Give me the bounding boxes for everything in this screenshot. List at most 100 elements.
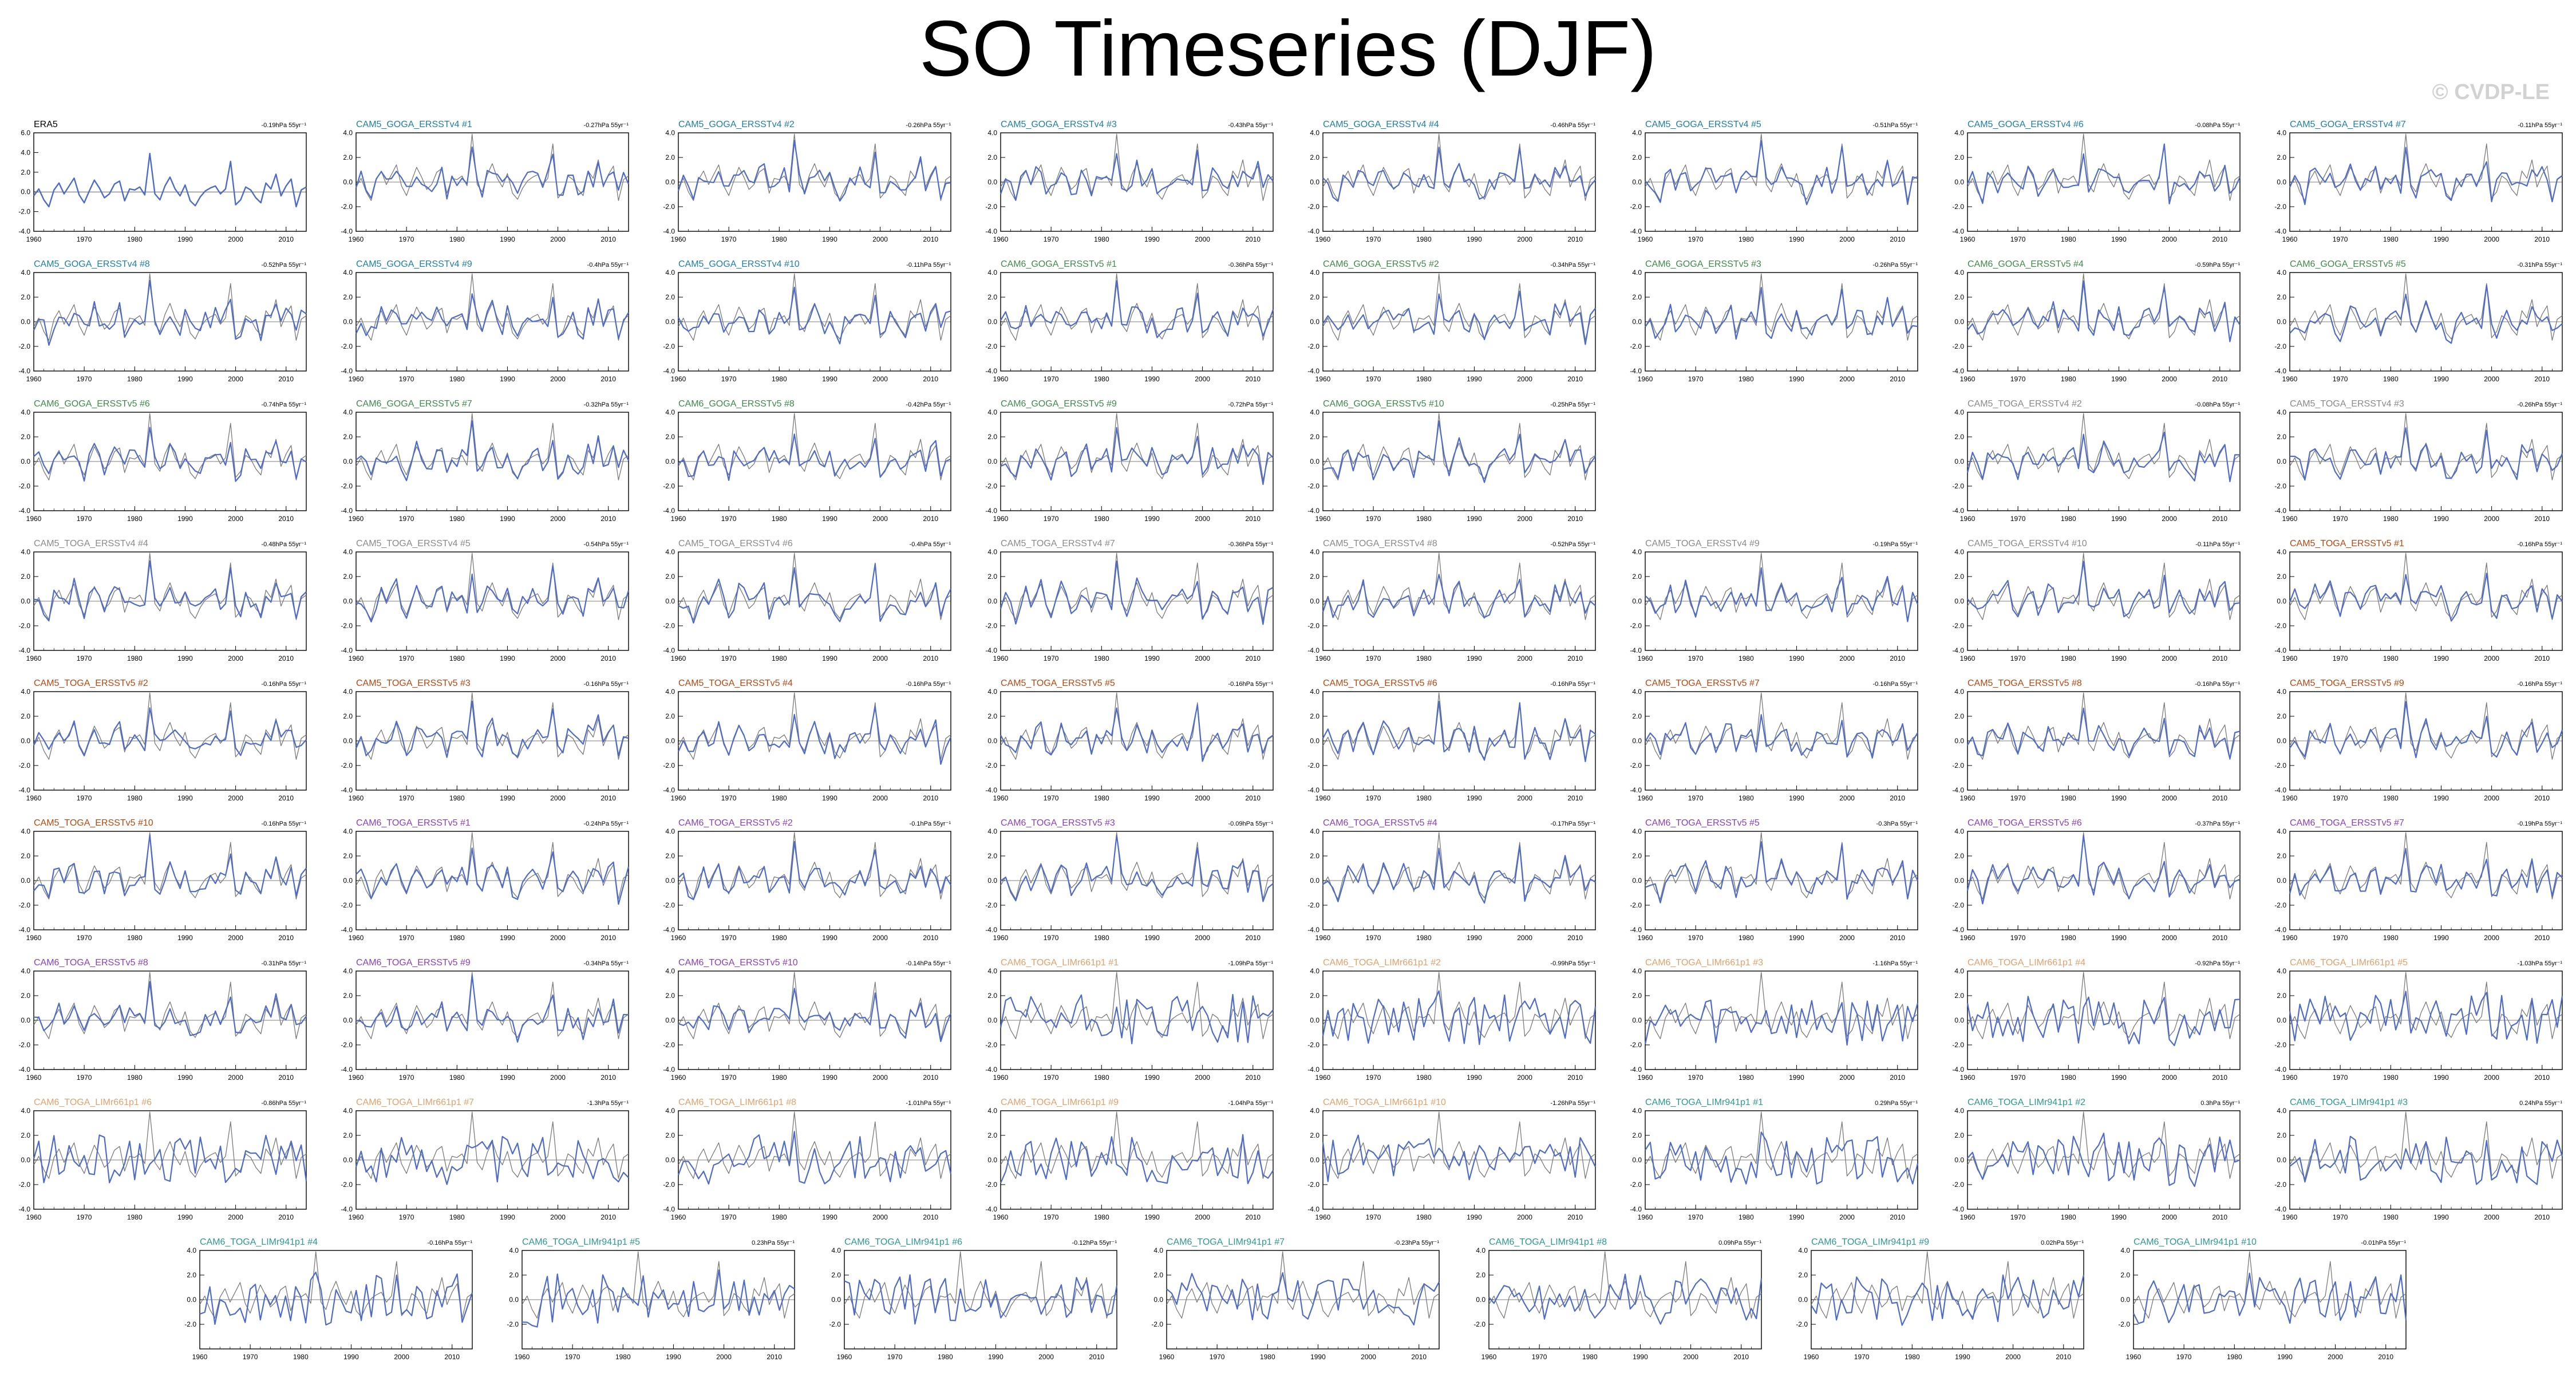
y-tick-label: -2.0: [18, 342, 30, 350]
y-tick-label: 2.0: [1632, 573, 1642, 581]
panel-title: CAM6_TOGA_ERSSTv5 #4: [1323, 818, 1437, 828]
x-tick-label: 1980: [2383, 235, 2399, 243]
x-tick-label: 1960: [1481, 1353, 1497, 1361]
panel-title: CAM6_TOGA_ERSSTv5 #9: [356, 958, 471, 968]
y-tick-label: 4.0: [1310, 269, 1319, 277]
x-tick-label: 2010: [600, 515, 616, 523]
x-tick-label: 2000: [550, 1074, 566, 1082]
y-tick-label: 4.0: [2277, 408, 2286, 416]
observed-series-line: [355, 553, 629, 620]
timeseries-panel: CAM6_TOGA_ERSSTv5 #5 -0.3hPa 55yr⁻¹ 4.0 2.0…: [1630, 815, 1950, 952]
y-tick-label: -2.0: [985, 1181, 997, 1189]
y-tick-label: 4.0: [665, 129, 675, 137]
panel-title: CAM5_TOGA_ERSSTv4 #3: [2290, 399, 2404, 409]
y-tick-label: 0.0: [509, 1296, 519, 1304]
panel-title: CAM6_GOGA_ERSSTv5 #4: [1967, 259, 2084, 269]
model-series-line: [999, 561, 1274, 625]
x-tick-label: 2000: [2484, 1074, 2499, 1082]
model-series-line: [199, 1271, 473, 1326]
y-tick-label: 2.0: [665, 852, 675, 860]
x-tick-label: 2000: [2484, 934, 2499, 942]
model-series-line: [1000, 427, 1274, 485]
x-tick-label: 1970: [1688, 934, 1704, 942]
x-tick-label: 2000: [2484, 515, 2499, 523]
y-tick-label: 2.0: [21, 433, 30, 441]
panel-svg: CAM5_TOGA_ERSSTv5 #3 -0.16hPa 55yr⁻¹ 4.0 2.…: [341, 678, 629, 802]
panel-title: CAM6_TOGA_ERSSTv5 #7: [2290, 818, 2404, 828]
panel-trend-label: -0.34hPa 55yr⁻¹: [1550, 262, 1595, 269]
y-tick-label: -2.0: [2274, 203, 2286, 211]
y-tick-label: 4.0: [343, 1107, 353, 1115]
y-tick-label: 0.0: [665, 877, 675, 885]
x-tick-label: 1970: [77, 235, 92, 243]
y-tick-label: 4.0: [1798, 1246, 1808, 1254]
timeseries-panel: CAM6_GOGA_ERSSTv5 #8 -0.42hPa 55yr⁻¹ 4.0 2.…: [663, 396, 983, 533]
timeseries-panel: CAM6_TOGA_LIMr941p1 #6 -0.12hPa 55yr⁻¹ 4.0…: [829, 1234, 1149, 1371]
y-tick-label: -2.0: [1630, 1041, 1642, 1049]
x-tick-label: 2010: [278, 235, 294, 243]
model-series-line: [999, 1134, 1274, 1185]
x-tick-label: 2000: [1517, 235, 1532, 243]
x-tick-label: 2000: [228, 235, 243, 243]
panel-svg: CAM5_GOGA_ERSSTv4 #1 -0.27hPa 55yr⁻¹ 4.0 2.…: [341, 120, 630, 243]
x-tick-label: 2010: [1567, 654, 1583, 662]
y-tick-label: 2.0: [665, 293, 675, 301]
y-tick-label: 2.0: [2277, 293, 2286, 301]
x-tick-label: 2010: [600, 1213, 616, 1221]
y-tick-label: 4.0: [1310, 548, 1319, 556]
y-tick-label: 0.0: [987, 1016, 997, 1024]
panel-svg: CAM5_GOGA_ERSSTv4 #6 -0.08hPa 55yr⁻¹ 4.0 2.…: [1952, 120, 2241, 243]
observed-series-line: [1645, 273, 1918, 341]
model-series-line: [521, 1269, 795, 1328]
panel-trend-label: -0.3hPa 55yr⁻¹: [1876, 820, 1918, 827]
panel-trend-label: -1.3hPa 55yr⁻¹: [587, 1100, 629, 1107]
timeseries-panel: CAM6_GOGA_ERSSTv5 #3 -0.26hPa 55yr⁻¹ 4.0 2.…: [1630, 257, 1950, 393]
x-tick-label: 1960: [26, 1213, 42, 1221]
y-tick-label: 4.0: [987, 129, 997, 137]
x-tick-label: 1980: [449, 934, 465, 942]
panel-svg: CAM6_GOGA_ERSSTv5 #1 -0.36hPa 55yr⁻¹ 4.0 2.…: [985, 259, 1274, 383]
y-tick-label: 2.0: [665, 992, 675, 1000]
timeseries-panel: CAM6_TOGA_LIMr661p1 #5 -1.03hPa 55yr⁻¹ 4.0…: [2274, 955, 2576, 1092]
model-series-line: [1322, 701, 1596, 763]
y-tick-label: -4.0: [1307, 507, 1319, 515]
x-tick-label: 1970: [1854, 1353, 1870, 1361]
panel-svg: CAM6_TOGA_ERSSTv5 #3 -0.09hPa 55yr⁻¹ 4.0 2.…: [985, 818, 1274, 942]
panel-title: CAM6_GOGA_ERSSTv5 #5: [2290, 259, 2406, 269]
model-series-line: [2133, 1272, 2407, 1324]
observed-series-line: [678, 1111, 951, 1179]
x-tick-label: 1970: [2333, 1213, 2348, 1221]
x-tick-label: 1960: [993, 1074, 1009, 1082]
y-tick-label: -4.0: [1630, 227, 1642, 235]
x-tick-label: 1960: [1960, 1213, 1976, 1221]
x-tick-label: 1980: [1416, 235, 1432, 243]
observed-series-line: [2289, 832, 2563, 899]
x-tick-label: 1990: [1789, 934, 1804, 942]
x-tick-label: 1970: [1366, 794, 1381, 802]
x-tick-label: 1980: [1739, 375, 1754, 383]
y-tick-label: -4.0: [341, 786, 353, 794]
x-tick-label: 1960: [1638, 235, 1653, 243]
timeseries-panel: ERA5 -0.19hPa 55yr⁻¹ 6.0 4.0 2.0 0.0 -2.0 -4.0 1…: [18, 117, 338, 254]
x-tick-label: 1990: [177, 235, 193, 243]
panel-svg: CAM5_TOGA_ERSSTv4 #5 -0.54hPa 55yr⁻¹ 4.0 2.…: [341, 539, 630, 662]
x-tick-label: 1990: [822, 1213, 837, 1221]
x-tick-label: 2010: [923, 515, 938, 523]
observed-series-line: [1166, 1251, 1440, 1319]
y-tick-label: -2.0: [985, 1041, 997, 1049]
y-tick-label: 4.0: [1310, 1107, 1319, 1115]
y-tick-label: 4.0: [1632, 1107, 1642, 1115]
x-tick-label: 2000: [2162, 515, 2177, 523]
x-tick-label: 2010: [1245, 1074, 1261, 1082]
x-tick-label: 1980: [127, 1213, 143, 1221]
x-tick-label: 2000: [1517, 375, 1532, 383]
y-tick-label: -4.0: [2274, 1205, 2286, 1213]
x-tick-label: 1960: [1960, 515, 1976, 523]
y-tick-label: 2.0: [1476, 1271, 1485, 1279]
x-tick-label: 1980: [1416, 1074, 1432, 1082]
panel-trend-label: -0.48hPa 55yr⁻¹: [261, 541, 306, 548]
timeseries-panel: CAM5_TOGA_ERSSTv5 #7 -0.16hPa 55yr⁻¹ 4.0 2.…: [1630, 676, 1950, 812]
x-tick-label: 1970: [77, 934, 92, 942]
x-tick-label: 1970: [399, 1074, 414, 1082]
